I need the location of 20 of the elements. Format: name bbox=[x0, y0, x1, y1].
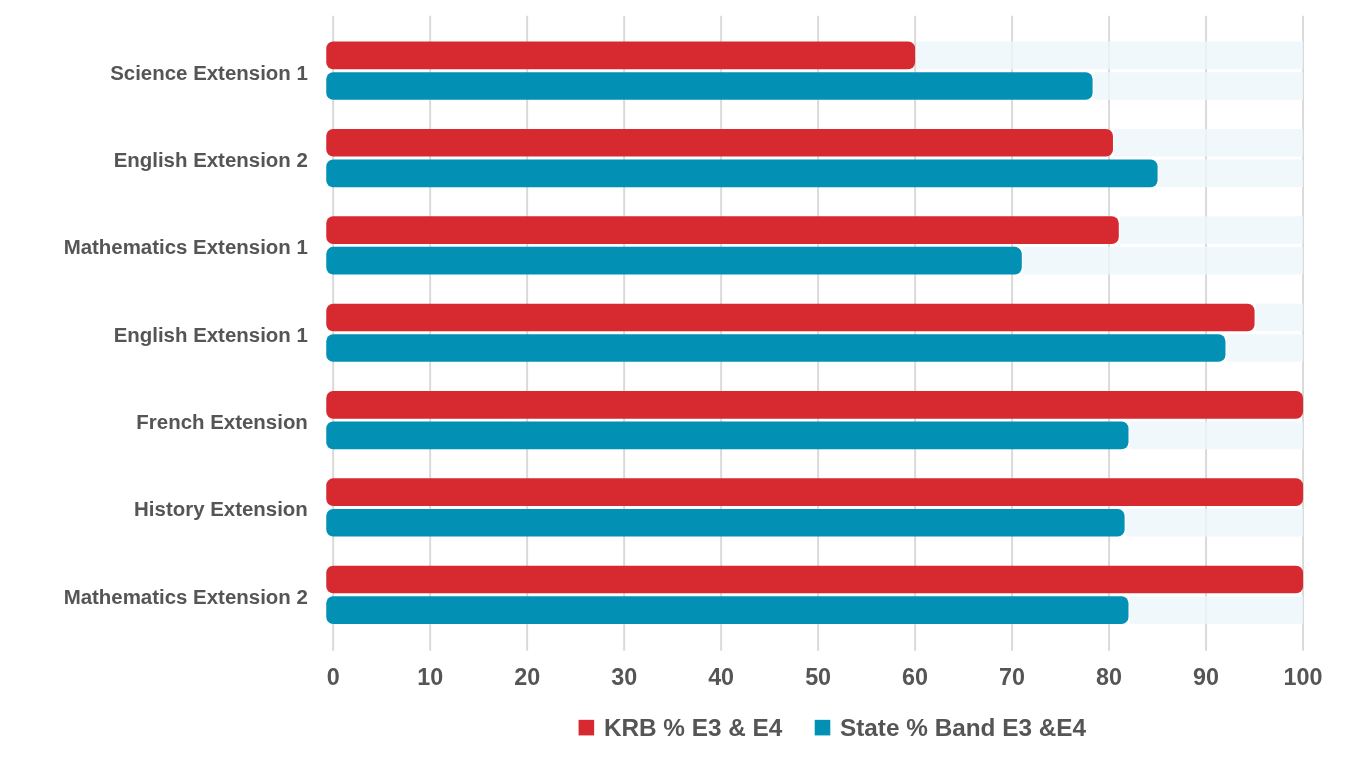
y-tick-label: English Extension 2 bbox=[113, 148, 308, 172]
y-tick-label: Science Extension 1 bbox=[110, 60, 308, 84]
y-tick-label: History Extension bbox=[134, 497, 308, 521]
x-tick-label: 50 bbox=[805, 663, 832, 690]
legend-label: State % Band E3 &E4 bbox=[840, 714, 1087, 742]
y-tick-label: English Extension 1 bbox=[113, 322, 308, 346]
y-tick-label: Mathematics Extension 2 bbox=[63, 584, 308, 608]
x-tick-label: 30 bbox=[611, 663, 638, 690]
y-tick-label: Mathematics Extension 1 bbox=[63, 235, 308, 259]
x-tick-label: 10 bbox=[417, 663, 444, 690]
x-tick-label: 80 bbox=[1096, 663, 1123, 690]
y-tick-label: French Extension bbox=[136, 410, 308, 434]
x-tick-label: 70 bbox=[999, 663, 1026, 690]
x-tick-label: 0 bbox=[326, 663, 340, 690]
x-tick-label: 40 bbox=[708, 663, 735, 690]
legend-label: KRB % E3 & E4 bbox=[603, 714, 783, 742]
x-tick-label: 90 bbox=[1193, 663, 1220, 690]
x-tick-label: 100 bbox=[1283, 663, 1323, 690]
x-tick-label: 20 bbox=[514, 663, 541, 690]
x-tick-label: 60 bbox=[902, 663, 929, 690]
